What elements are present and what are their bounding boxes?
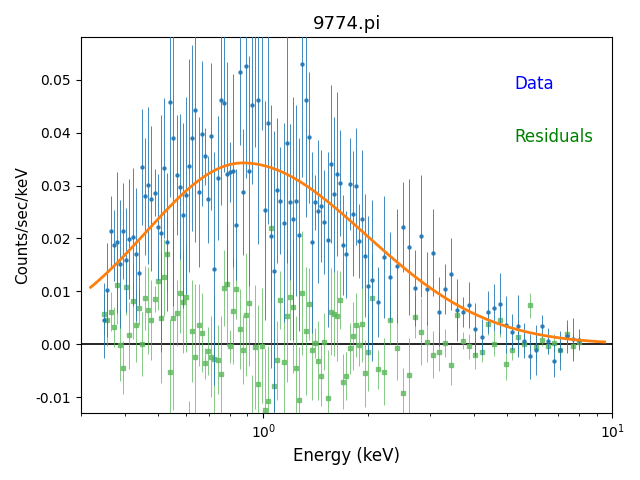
X-axis label: Energy (keV): Energy (keV): [293, 447, 400, 465]
Title: 9774.pi: 9774.pi: [312, 15, 381, 33]
Text: Data: Data: [514, 75, 554, 93]
Y-axis label: Counts/sec/keV: Counts/sec/keV: [15, 167, 30, 284]
Text: Residuals: Residuals: [514, 128, 593, 145]
